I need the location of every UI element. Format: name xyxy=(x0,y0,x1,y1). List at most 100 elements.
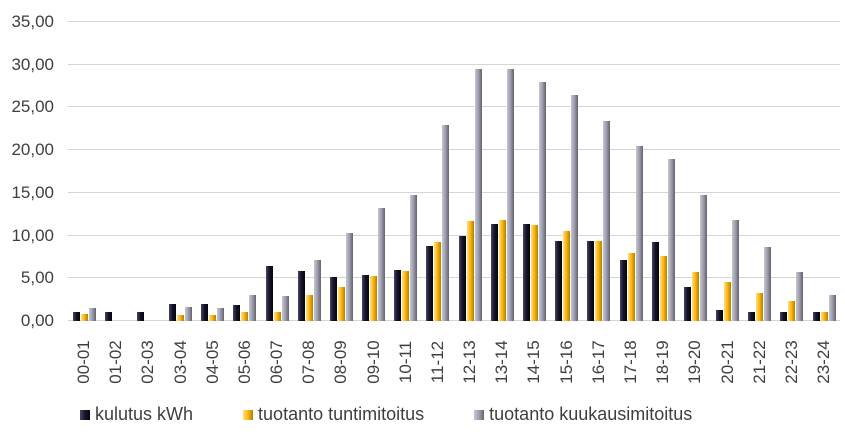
y-tick-label: 20,00 xyxy=(11,140,54,160)
plot-area xyxy=(68,21,840,321)
gridline-5 xyxy=(68,277,840,279)
bar-group-13-14 xyxy=(486,22,518,321)
bar-tuntimitoitus-10-11 xyxy=(402,271,410,321)
x-tick-16-17: 16-17 xyxy=(588,340,608,384)
bar-group-12-13 xyxy=(454,22,486,321)
legend-item-kuukausimitoitus: tuotanto kuukausimitoitus xyxy=(474,404,692,425)
legend: kulutus kWh tuotanto tuntimitoitus tuota… xyxy=(80,404,820,425)
bar-kuukausimitoitus-13-14 xyxy=(506,69,514,321)
gridline-0 xyxy=(68,320,840,321)
gridline-35 xyxy=(68,21,840,22)
bar-group-17-18 xyxy=(615,22,647,321)
x-tick-17-18: 17-18 xyxy=(621,340,640,384)
bar-kuukausimitoitus-23-24 xyxy=(828,295,836,321)
x-tick-04-05: 04-05 xyxy=(202,340,222,384)
bar-tuntimitoitus-15-16 xyxy=(563,231,571,321)
bar-tuntimitoitus-13-14 xyxy=(498,220,506,321)
legend-item-kulutus: kulutus kWh xyxy=(80,404,193,425)
x-tick-00-01: 00-01 xyxy=(74,340,94,384)
bars-row xyxy=(68,22,840,321)
bar-tuntimitoitus-16-17 xyxy=(595,240,603,321)
bar-kulutus-16-17 xyxy=(587,240,595,321)
y-tick-label: 35,00 xyxy=(11,12,54,31)
bar-tuntimitoitus-00-01 xyxy=(80,314,88,321)
bar-tuntimitoitus-08-09 xyxy=(337,286,345,321)
bar-kuukausimitoitus-14-15 xyxy=(538,81,546,321)
bar-group-09-10 xyxy=(358,22,390,321)
bar-kuukausimitoitus-07-08 xyxy=(313,259,321,321)
bar-group-23-24 xyxy=(808,22,840,321)
bar-group-02-03 xyxy=(132,22,164,321)
bar-kulutus-17-18 xyxy=(619,259,627,321)
bar-kulutus-01-02 xyxy=(104,311,112,321)
bar-group-20-21 xyxy=(711,22,743,321)
x-axis: 00-01 01-02 02-03 03-04 04-05 05-06 06-07 07-08… xyxy=(68,326,840,398)
y-tick-label: 25,00 xyxy=(11,97,54,117)
bar-group-06-07 xyxy=(261,22,293,321)
bar-kulutus-06-07 xyxy=(265,266,273,321)
bar-kuukausimitoitus-22-23 xyxy=(796,272,804,321)
legend-label-tuntimitoitus: tuotanto tuntimitoitus xyxy=(258,404,425,424)
bar-kulutus-10-11 xyxy=(394,269,402,321)
bar-kuukausimitoitus-10-11 xyxy=(410,195,418,321)
bar-tuntimitoitus-14-15 xyxy=(530,225,538,321)
bar-kulutus-15-16 xyxy=(555,240,563,321)
bar-group-08-09 xyxy=(325,22,357,321)
bar-group-07-08 xyxy=(293,22,325,321)
bar-kulutus-18-19 xyxy=(651,241,659,321)
bar-group-00-01 xyxy=(68,22,100,321)
bar-group-15-16 xyxy=(551,22,583,321)
bar-group-19-20 xyxy=(679,22,711,321)
bar-group-10-11 xyxy=(390,22,422,321)
legend-marker-tuntimitoitus xyxy=(243,409,254,420)
bar-group-16-17 xyxy=(583,22,615,321)
bar-tuntimitoitus-11-12 xyxy=(434,242,442,321)
legend-marker-kulutus xyxy=(80,409,90,420)
x-tick-14-15: 14-15 xyxy=(524,340,544,384)
x-tick-20-21: 20-21 xyxy=(717,340,737,384)
bar-kuukausimitoitus-11-12 xyxy=(442,125,450,321)
x-tick-01-02: 01-02 xyxy=(106,340,126,384)
bar-tuntimitoitus-19-20 xyxy=(691,272,699,321)
bar-kuukausimitoitus-04-05 xyxy=(217,308,225,321)
bar-kuukausimitoitus-18-19 xyxy=(667,158,675,321)
bar-tuntimitoitus-23-24 xyxy=(820,311,828,321)
x-tick-12-13: 12-13 xyxy=(460,340,480,384)
bar-tuntimitoitus-05-06 xyxy=(241,312,249,321)
y-tick-label: 5,00 xyxy=(20,268,54,288)
bar-tuntimitoitus-06-07 xyxy=(273,311,281,321)
gridline-20 xyxy=(68,149,840,151)
x-tick-13-14: 13-14 xyxy=(492,340,512,384)
bar-kulutus-02-03 xyxy=(136,311,144,321)
bar-group-14-15 xyxy=(518,22,550,321)
x-tick-06-07: 06-07 xyxy=(267,340,287,384)
y-axis: 0,00 5,00 10,00 15,00 20,00 25,00 30,00 35,00 xyxy=(0,13,58,330)
y-tick-label: 0,00 xyxy=(20,311,54,330)
y-tick-label: 15,00 xyxy=(11,182,54,202)
bar-kuukausimitoitus-03-04 xyxy=(185,307,193,321)
bar-kulutus-20-21 xyxy=(716,309,724,321)
x-tick-23-24: 23-24 xyxy=(814,340,834,384)
gridline-25 xyxy=(68,106,840,108)
y-tick-label: 10,00 xyxy=(11,225,54,245)
x-tick-10-11: 10-11 xyxy=(395,340,415,384)
bar-kulutus-08-09 xyxy=(329,276,337,321)
bar-kulutus-05-06 xyxy=(233,304,241,321)
x-tick-22-23: 22-23 xyxy=(781,340,801,384)
bar-group-21-22 xyxy=(744,22,776,321)
x-tick-05-06: 05-06 xyxy=(234,340,254,384)
bar-tuntimitoitus-18-19 xyxy=(659,256,667,321)
x-tick-09-10: 09-10 xyxy=(363,340,383,384)
x-tick-11-12: 11-12 xyxy=(427,340,447,384)
gridline-15 xyxy=(68,191,840,193)
bar-kulutus-04-05 xyxy=(201,303,209,321)
bar-kuukausimitoitus-17-18 xyxy=(635,145,643,321)
x-tick-19-20: 19-20 xyxy=(685,340,705,384)
bar-kuukausimitoitus-19-20 xyxy=(699,195,707,321)
x-tick-18-19: 18-19 xyxy=(653,340,673,384)
bar-kuukausimitoitus-20-21 xyxy=(732,220,740,321)
bar-kulutus-19-20 xyxy=(683,286,691,321)
legend-label-kulutus: kulutus kWh xyxy=(95,404,194,424)
legend-item-tuntimitoitus: tuotanto tuntimitoitus xyxy=(243,404,424,425)
bar-kulutus-07-08 xyxy=(297,270,305,321)
